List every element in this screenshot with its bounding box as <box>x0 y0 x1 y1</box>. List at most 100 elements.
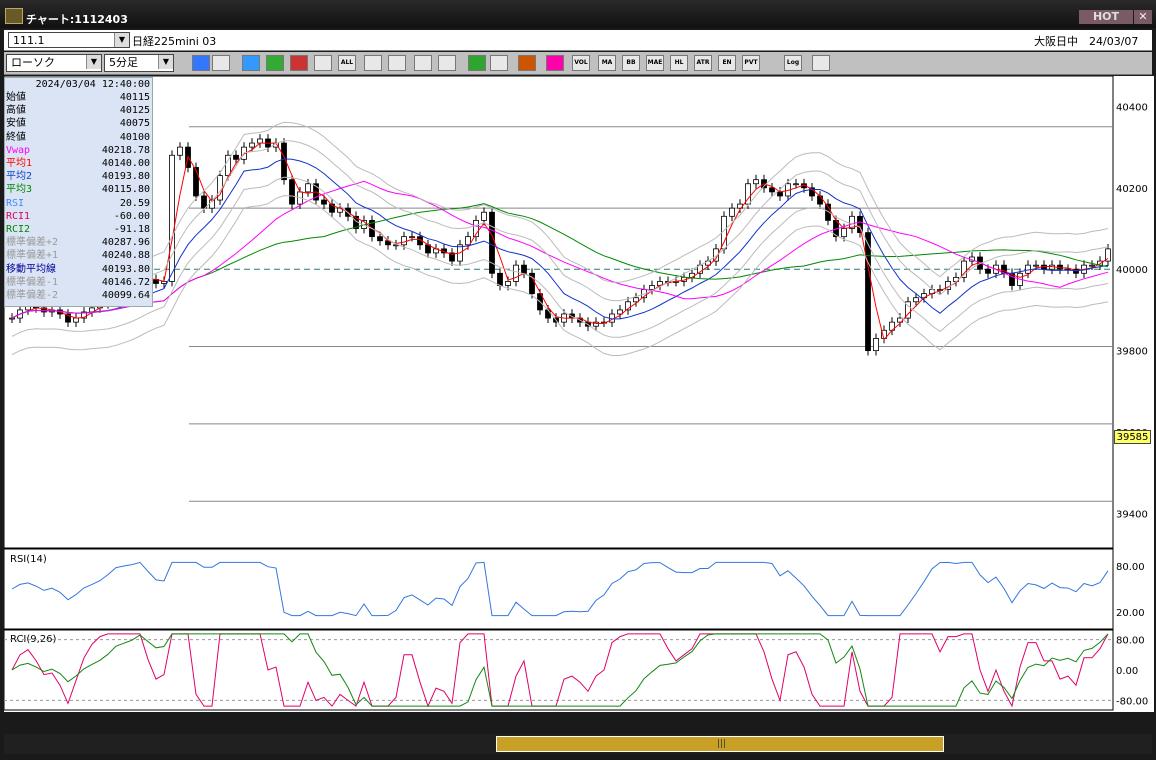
chart-type-select[interactable]: ローソク ▼ <box>6 54 102 72</box>
tool-crosshair-icon[interactable] <box>212 55 230 71</box>
tool-mark-icon[interactable] <box>314 55 332 71</box>
tool-trend-icon[interactable] <box>468 55 486 71</box>
chevron-down-icon[interactable]: ▼ <box>86 55 101 69</box>
info-row: 安値 40075 <box>5 117 152 130</box>
tool-pen-icon[interactable] <box>518 55 536 71</box>
tool-bb-icon[interactable]: BB <box>622 55 640 71</box>
candle-body <box>249 142 255 148</box>
info-row: 標準偏差+1 40240.88 <box>5 249 152 262</box>
candle-body <box>1025 264 1031 274</box>
tool-zoom-in-icon[interactable] <box>242 55 260 71</box>
market-date: 大阪日中 24/03/07 <box>1034 35 1139 48</box>
info-value: 40115.80 <box>101 184 150 196</box>
info-row: 標準偏差-1 40146.72 <box>5 276 152 289</box>
candle-body <box>913 297 919 303</box>
candle-body <box>201 195 207 209</box>
y-tick-label: 39800 <box>1116 347 1148 358</box>
chevron-down-icon[interactable]: ▼ <box>114 33 129 47</box>
info-row: 標準偏差+2 40287.96 <box>5 236 152 249</box>
tool-vol-icon[interactable]: VOL <box>572 55 590 71</box>
candle-body <box>593 321 599 327</box>
close-button[interactable]: ✕ <box>1134 10 1152 24</box>
candle-body <box>649 285 655 290</box>
candle-body <box>321 199 327 205</box>
tool-color-icon[interactable] <box>546 55 564 71</box>
info-value: -91.18 <box>113 224 150 235</box>
info-row: RSI 20.59 <box>5 197 152 210</box>
candle-body <box>713 248 719 262</box>
rci-title: RCI(9,26) <box>10 634 57 645</box>
candle-body <box>633 297 639 303</box>
candle-body <box>1105 248 1111 262</box>
info-value: 40193.80 <box>101 171 150 183</box>
tool-pointer-icon[interactable] <box>438 55 456 71</box>
candle-body <box>473 219 479 238</box>
chart-area[interactable]: 404004020040000398003960039400RSI(14)80.… <box>3 75 1154 727</box>
info-value: 40125 <box>119 105 150 117</box>
candle-body <box>777 191 783 197</box>
tool-ma-icon[interactable]: MA <box>598 55 616 71</box>
tool-zoom-out-icon[interactable] <box>266 55 284 71</box>
candle-body <box>825 203 831 221</box>
tool-mae-icon[interactable]: MAE <box>646 55 664 71</box>
rci2-line <box>11 633 1109 707</box>
tool-candle-icon[interactable] <box>364 55 382 71</box>
info-datetime-value: 2024/03/04 12:40:00 <box>35 79 150 90</box>
candle-body <box>449 252 455 262</box>
candle-body <box>65 313 71 323</box>
tool-env-icon[interactable]: EN <box>718 55 736 71</box>
candle-body <box>729 207 735 217</box>
tool-atr-icon[interactable]: ATR <box>694 55 712 71</box>
tool-search-icon[interactable] <box>192 55 210 71</box>
y-tick-label: 40400 <box>1116 102 1148 113</box>
bollinger-band-line <box>11 140 1109 302</box>
info-value: 40099.64 <box>101 290 150 301</box>
candle-body <box>873 338 879 352</box>
candle-body <box>377 236 383 242</box>
timeframe-select[interactable]: 5分足 ▼ <box>104 54 174 72</box>
info-row: 平均3 40115.80 <box>5 183 152 196</box>
candle-body <box>9 317 15 320</box>
tool-new-icon[interactable] <box>812 55 830 71</box>
rci-tick-label: -80.00 <box>1116 696 1148 707</box>
tool-hl-icon[interactable]: HL <box>670 55 688 71</box>
candle-body <box>329 203 335 213</box>
info-value: 40140.00 <box>101 158 150 169</box>
candle-body <box>529 272 535 295</box>
chart-type-value: ローソク <box>11 56 55 69</box>
candle-body <box>545 309 551 319</box>
tool-draw-icon[interactable] <box>290 55 308 71</box>
candle-body <box>169 154 175 282</box>
candle-body <box>225 154 231 177</box>
hot-button[interactable]: HOT <box>1079 10 1133 24</box>
candle-body <box>961 260 967 278</box>
candle-body <box>505 281 511 286</box>
candle-body <box>769 187 775 193</box>
info-label: 終値 <box>6 131 26 143</box>
price-panel-border <box>3 75 1114 549</box>
tool-line-icon[interactable] <box>414 55 432 71</box>
info-value: 40115 <box>119 92 150 103</box>
tool-all-icon[interactable]: ALL <box>338 55 356 71</box>
info-value: 40193.80 <box>101 263 150 275</box>
candle-body <box>857 215 863 233</box>
tool-pvt-icon[interactable]: PVT <box>742 55 760 71</box>
candle-body <box>817 195 823 205</box>
chevron-down-icon[interactable]: ▼ <box>158 55 173 69</box>
rsi-line <box>11 561 1109 617</box>
tool-log-icon[interactable]: Log <box>784 55 802 71</box>
candle-body <box>793 183 799 186</box>
candle-body <box>617 309 623 315</box>
tool-bar-icon[interactable] <box>388 55 406 71</box>
candle-body <box>481 211 487 221</box>
info-label: 移動平均線 <box>6 263 56 275</box>
scrollbar-thumb[interactable] <box>496 736 944 752</box>
info-label: RSI <box>6 197 25 209</box>
tool-fib-icon[interactable] <box>490 55 508 71</box>
code-select[interactable]: 111.1 ▼ <box>8 32 130 48</box>
candle-body <box>73 317 79 323</box>
info-value: 40287.96 <box>101 237 150 249</box>
info-value: 40240.88 <box>101 250 150 262</box>
candle-body <box>521 264 527 274</box>
candle-body <box>745 183 751 205</box>
